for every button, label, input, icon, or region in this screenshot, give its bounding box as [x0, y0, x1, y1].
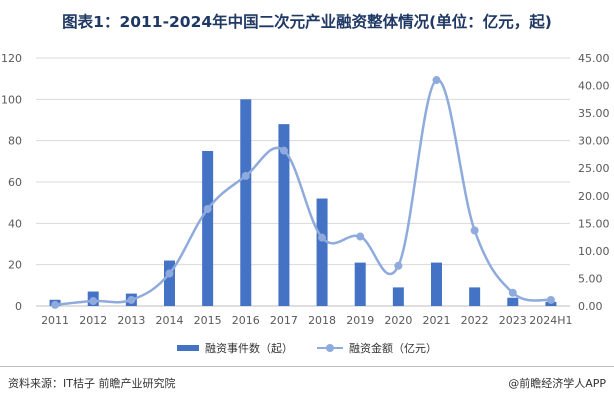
- line-point: [241, 171, 250, 180]
- chart-title: 图表1：2011-2024年中国二次元产业融资整体情况(单位：亿元，起): [62, 13, 552, 31]
- bar: [202, 151, 214, 306]
- line-point: [279, 146, 288, 155]
- x-axis-tick: 2021: [423, 314, 451, 327]
- x-axis-tick: 2015: [194, 314, 222, 327]
- legend: 融资事件数（起） 融资金额（亿元）: [0, 340, 614, 356]
- right-axis-tick: 10.00: [578, 245, 610, 258]
- left-axis-tick: 100: [1, 93, 22, 106]
- x-axis-tick: 2020: [384, 314, 412, 327]
- line-point: [51, 300, 60, 309]
- x-axis-tick: 2013: [117, 314, 145, 327]
- bar: [354, 262, 366, 306]
- bar: [431, 262, 442, 306]
- line-point: [165, 269, 174, 278]
- x-axis-tick: 2022: [461, 314, 489, 327]
- line-point: [394, 261, 403, 270]
- x-axis-tick: 2012: [79, 314, 107, 327]
- left-axis-tick: 20: [8, 259, 22, 272]
- footer: 资料来源：IT桔子 前瞻产业研究院 @前瞻经济学人APP: [0, 366, 614, 401]
- right-axis-tick: 25.00: [578, 162, 610, 175]
- right-axis-tick: 40.00: [578, 80, 610, 93]
- legend-line-swatch: [317, 343, 343, 353]
- right-axis-tick: 0.00: [578, 300, 603, 313]
- legend-bar-label: 融资事件数（起）: [205, 342, 293, 355]
- right-axis-tick: 5.00: [578, 272, 603, 285]
- line-point: [89, 297, 98, 306]
- line-point: [356, 232, 365, 241]
- legend-item-line[interactable]: 融资金额（亿元）: [317, 340, 437, 356]
- left-axis-tick: 80: [8, 135, 22, 148]
- bar: [278, 124, 290, 306]
- legend-item-bars[interactable]: 融资事件数（起）: [177, 340, 293, 356]
- line-point: [508, 288, 517, 297]
- chart-svg: 0 20 40 60 80 100 120 0.00 5.00 10.00 15.00 20.00 25…: [1, 52, 610, 327]
- legend-line-label: 融资金额（亿元）: [349, 342, 437, 355]
- source-note: 资料来源：IT桔子 前瞻产业研究院: [8, 377, 176, 390]
- legend-bar-swatch: [177, 345, 199, 351]
- x-axis-tick: 2023: [499, 314, 527, 327]
- right-axis-tick: 35.00: [578, 107, 610, 120]
- x-axis-tick: 2014: [156, 314, 184, 327]
- right-axis-tick: 45.00: [578, 52, 610, 65]
- left-axis-tick: 120: [1, 52, 22, 65]
- bar: [469, 287, 481, 306]
- bar: [164, 260, 175, 306]
- bar: [316, 198, 328, 306]
- x-axis-tick: 2024H1: [529, 314, 572, 327]
- left-axis-tick: 0: [15, 300, 22, 313]
- x-axis-tick: 2016: [232, 314, 260, 327]
- left-axis-tick: 60: [8, 176, 22, 189]
- x-axis-tick: 2011: [41, 314, 69, 327]
- brand-credit: @前瞻经济学人APP: [508, 377, 606, 390]
- x-axis-tick: 2017: [270, 314, 298, 327]
- series-line: [54, 78, 552, 307]
- line-point: [318, 233, 327, 242]
- line-point: [203, 205, 212, 214]
- line-point: [470, 226, 479, 235]
- bar: [240, 99, 252, 306]
- right-axis-tick: 30.00: [578, 135, 610, 148]
- bar: [392, 287, 404, 306]
- x-axis-tick: 2019: [346, 314, 374, 327]
- right-axis-tick: 15.00: [578, 217, 610, 230]
- line-point: [127, 295, 136, 304]
- line-point: [432, 76, 441, 85]
- bar: [507, 297, 519, 306]
- x-axis-tick: 2018: [308, 314, 336, 327]
- left-axis-tick: 40: [8, 217, 22, 230]
- right-axis-tick: 20.00: [578, 190, 610, 203]
- line-point: [546, 295, 555, 304]
